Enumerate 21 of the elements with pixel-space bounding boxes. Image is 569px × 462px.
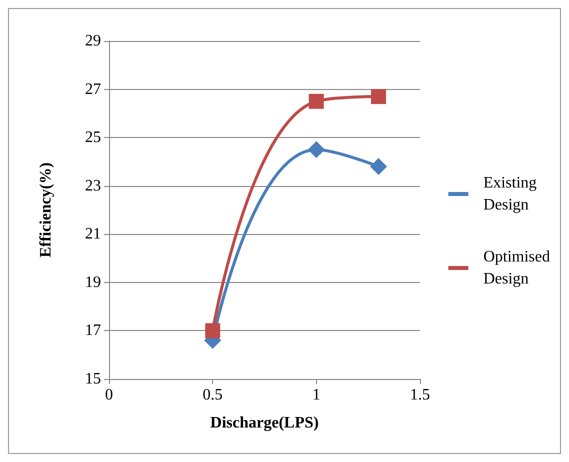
y-tick-label: 21 — [85, 226, 101, 243]
y-tick-label: 27 — [85, 80, 101, 98]
point — [205, 323, 220, 338]
x-tick-label: 0 — [105, 386, 113, 404]
legend-label: Optimised Design — [483, 248, 550, 288]
legend-label: Existing Design — [483, 174, 537, 214]
point — [371, 89, 386, 104]
y-axis-title: Efficiency(%) — [38, 162, 54, 258]
x-tick-label: 1 — [312, 386, 320, 404]
point — [308, 94, 324, 109]
x-tick-label: 0.5 — [202, 386, 223, 404]
x-axis-title: Discharge(LPS) — [210, 414, 319, 432]
y-tick-label: 29 — [85, 32, 101, 50]
y-tick-label: 25 — [85, 129, 101, 146]
point — [308, 141, 325, 158]
y-tick-label: 15 — [85, 370, 101, 388]
y-tick-label: 17 — [85, 322, 101, 340]
y-tick-label: 19 — [85, 274, 101, 291]
x-tick-label: 1.5 — [410, 386, 430, 404]
point — [370, 158, 388, 176]
y-tick-label: 23 — [85, 177, 101, 194]
